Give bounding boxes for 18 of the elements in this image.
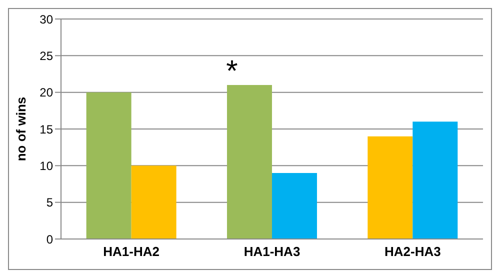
bar xyxy=(86,92,132,239)
bar xyxy=(272,173,317,239)
y-tick-label: 25 xyxy=(40,48,54,63)
y-tick-label: 0 xyxy=(46,232,54,246)
y-axis-title: no of wins xyxy=(14,96,29,162)
bar xyxy=(368,136,413,239)
x-tick-label: HA1-HA3 xyxy=(244,244,300,260)
y-tick-label: 30 xyxy=(40,12,54,26)
y-tick-label: 10 xyxy=(40,158,54,173)
x-tick-label: HA1-HA2 xyxy=(103,244,160,260)
y-tick-label: 15 xyxy=(40,122,54,136)
bar xyxy=(226,85,272,239)
bar xyxy=(412,122,458,239)
annotation: * xyxy=(226,55,238,88)
bar xyxy=(131,166,176,239)
x-tick-label: HA2-HA3 xyxy=(384,244,441,260)
y-tick-label: 20 xyxy=(40,86,54,100)
y-tick-label: 5 xyxy=(46,196,54,210)
